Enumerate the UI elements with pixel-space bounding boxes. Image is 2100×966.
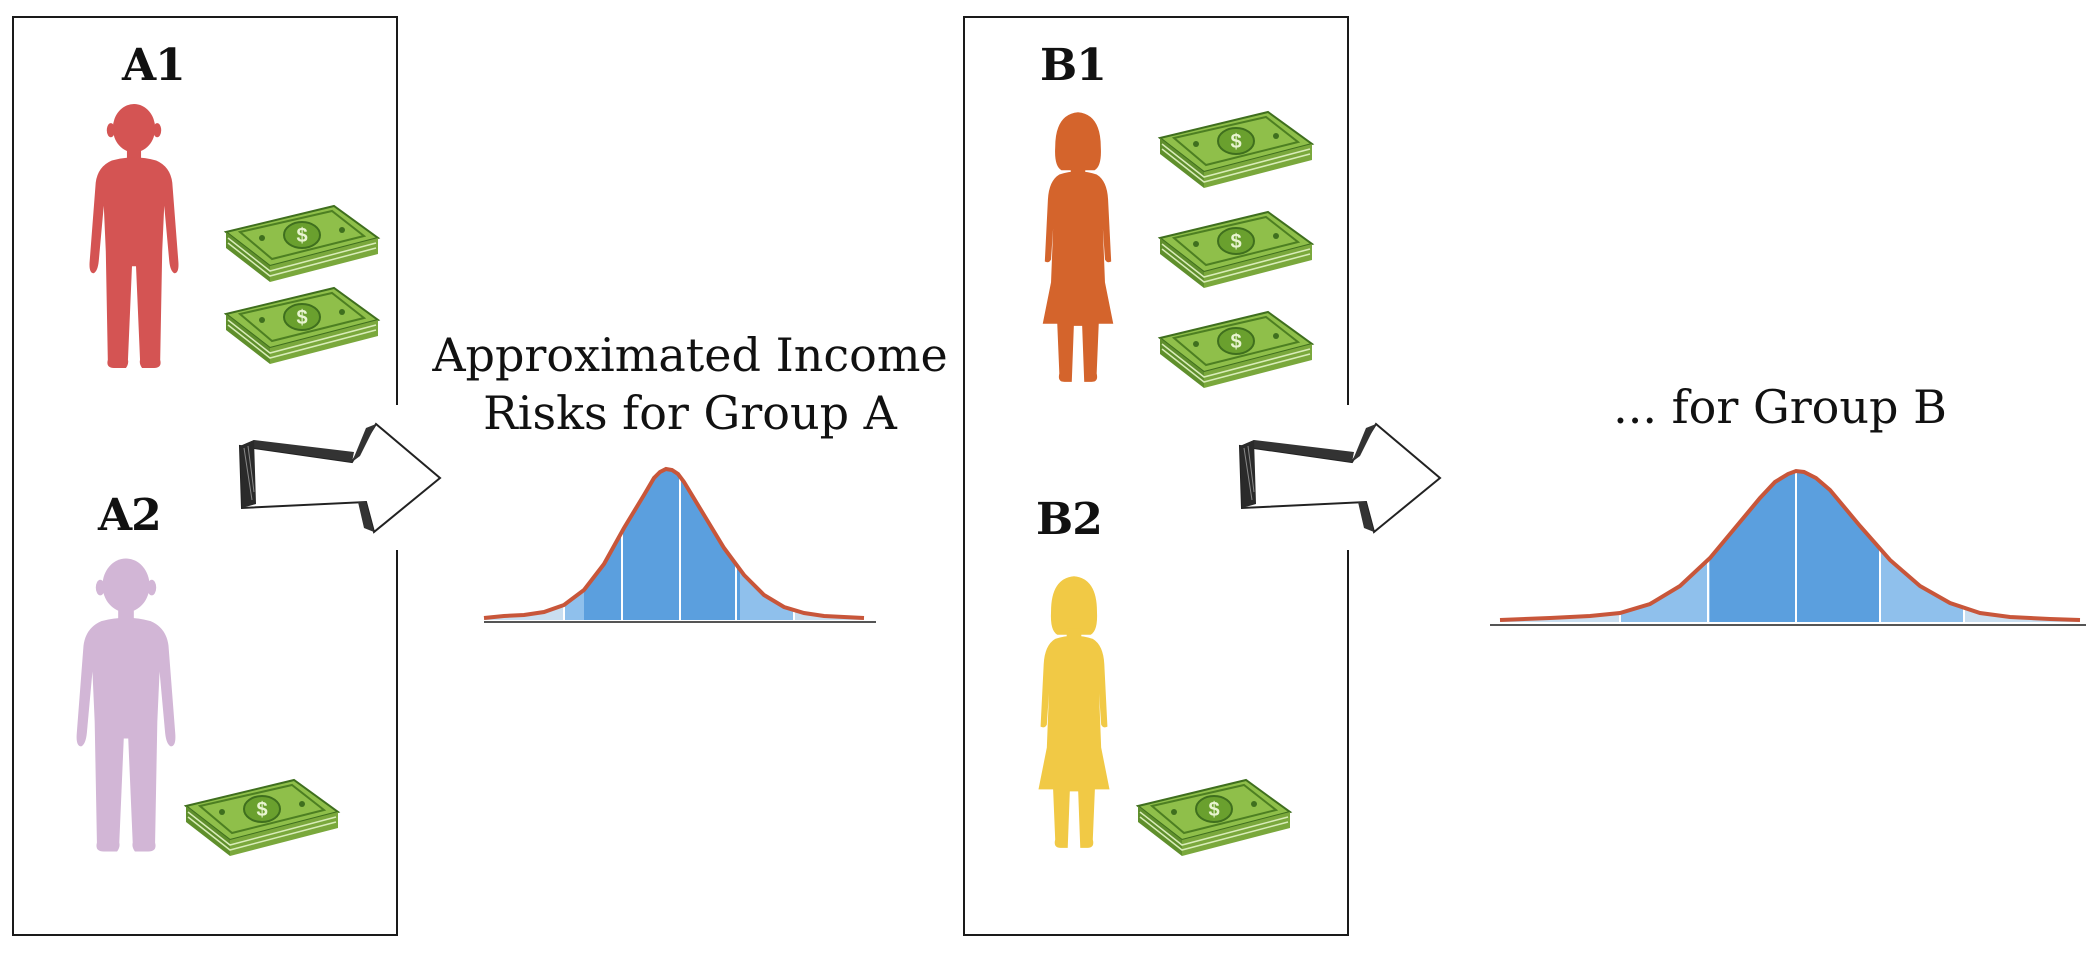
money-stack-icon <box>1132 772 1296 862</box>
bell-curve-dividers <box>563 476 795 620</box>
group-b-distribution-title: ... for Group B <box>1613 380 1947 434</box>
person-a2-label: A2 <box>98 490 162 541</box>
title-line-2: Risks for Group A <box>483 386 897 440</box>
person-b1-label: B1 <box>1040 40 1107 91</box>
person-b2-silhouette-icon <box>1018 570 1130 852</box>
money-stack-icon <box>1154 204 1318 294</box>
arrow-right-icon <box>1234 418 1444 538</box>
person-b2-label: B2 <box>1036 494 1103 545</box>
group-b-bell-curve <box>1490 468 2086 626</box>
arrow-right-icon <box>234 418 444 538</box>
money-stack-icon <box>220 198 384 288</box>
group-a-distribution-title: Approximated Income Risks for Group A <box>430 326 950 442</box>
person-a1-label: A1 <box>122 40 186 91</box>
person-b1-silhouette-icon <box>1022 106 1134 386</box>
person-a2-silhouette-icon <box>66 554 186 856</box>
money-stack-icon <box>220 280 384 370</box>
bell-curve-fill <box>1500 471 2080 622</box>
money-stack-icon <box>1154 304 1318 394</box>
bell-curve-line <box>483 466 865 620</box>
money-stack-icon <box>1154 104 1318 194</box>
title-line-1: Approximated Income <box>432 328 948 382</box>
person-a1-silhouette-icon <box>78 100 190 372</box>
group-a-bell-curve <box>483 466 876 623</box>
money-stack-icon <box>180 772 344 862</box>
bell-curve-line <box>1499 468 2081 622</box>
bell-curve-fill <box>484 469 864 620</box>
